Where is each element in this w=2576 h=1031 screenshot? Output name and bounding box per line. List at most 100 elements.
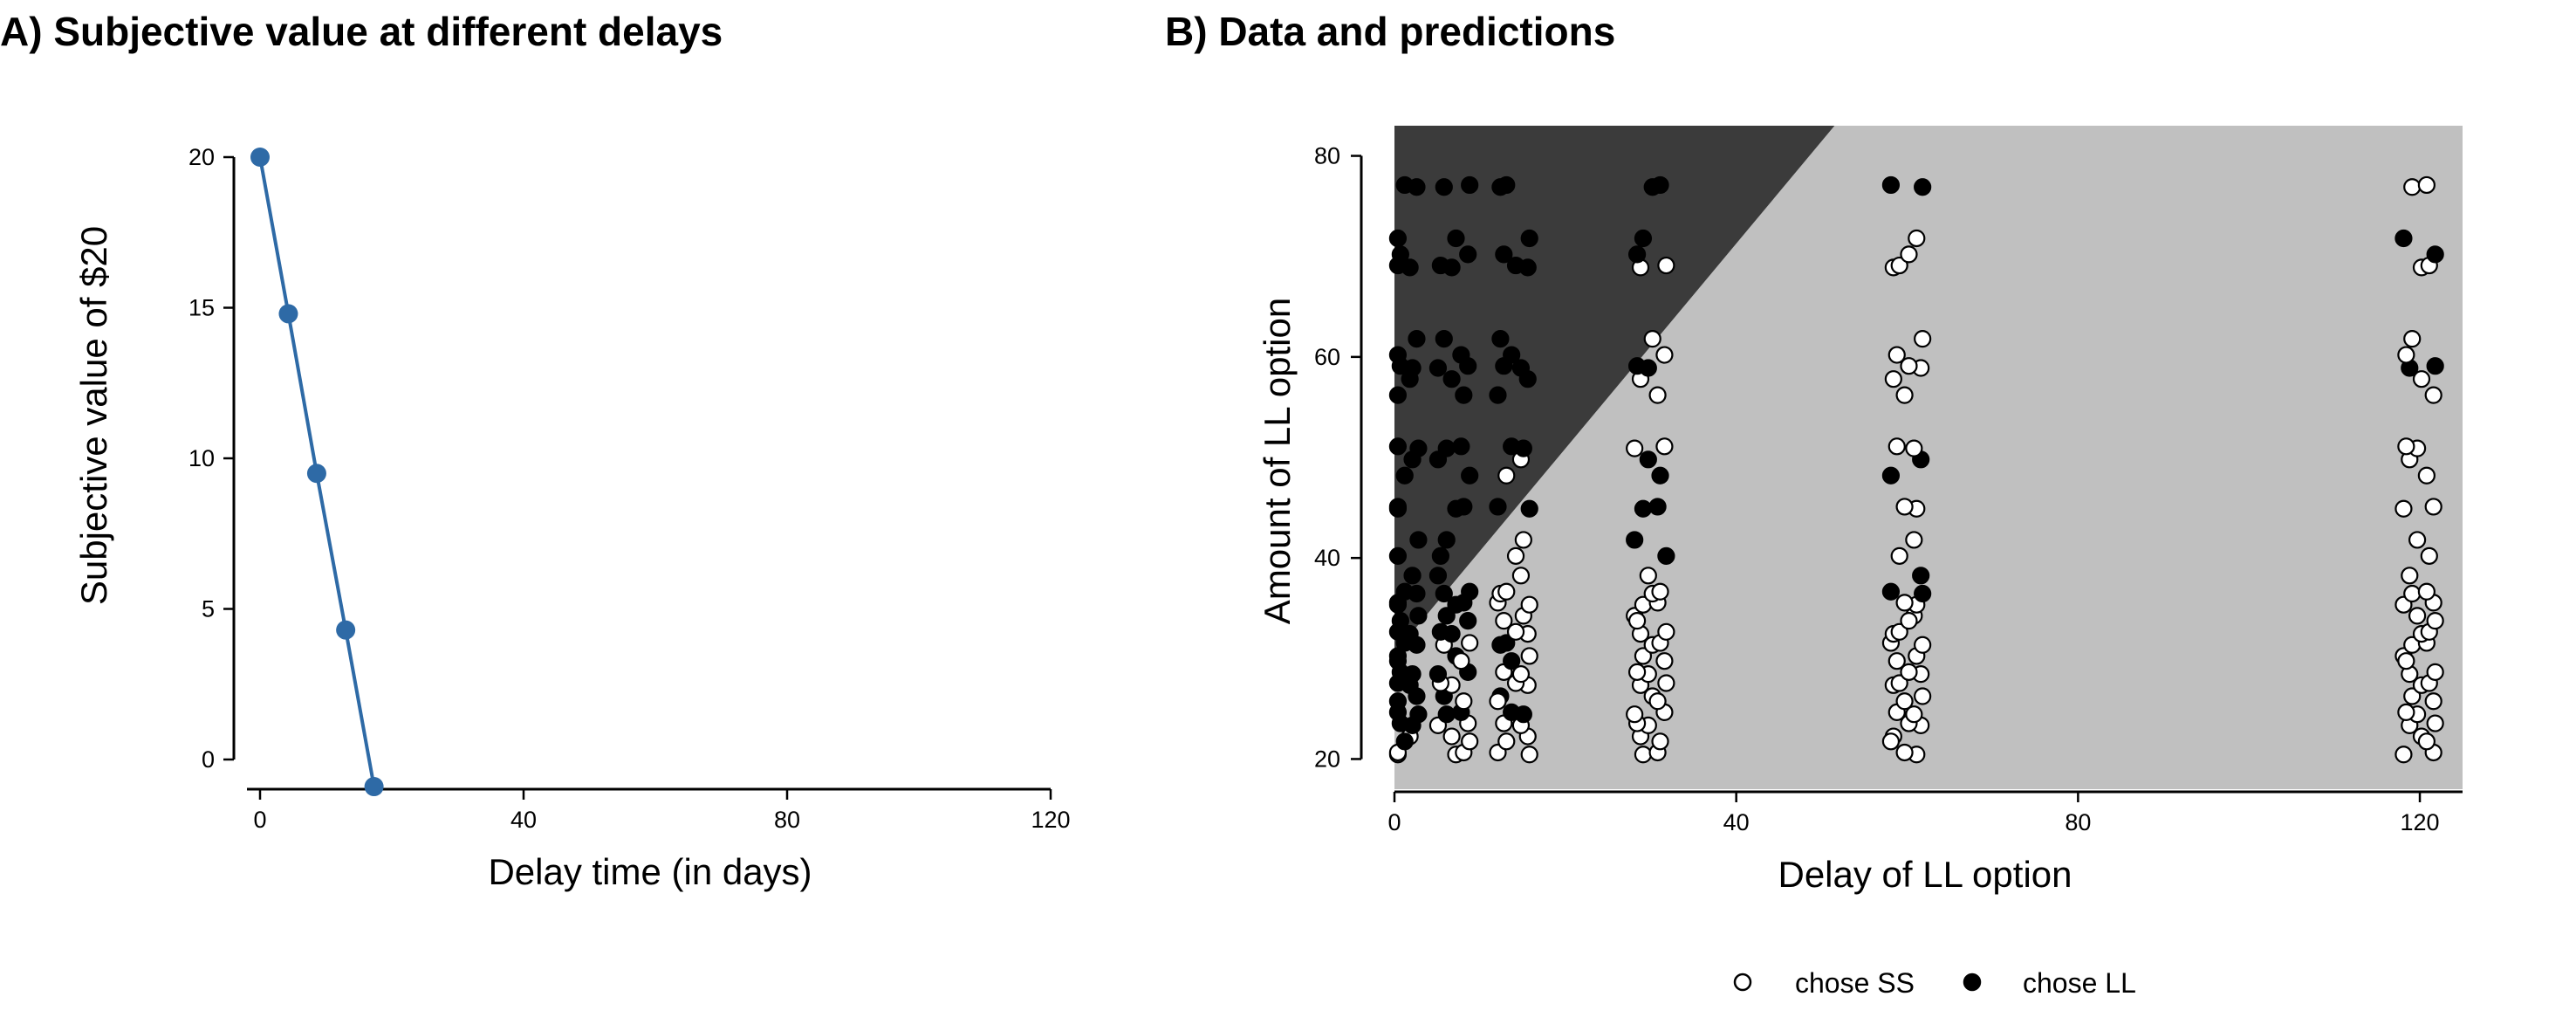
point-chose-ss (1914, 330, 1932, 348)
panel-a: A) Subjective value at different delays … (0, 9, 1071, 892)
point-chose-ll (1634, 229, 1653, 248)
point-chose-ll (1627, 357, 1647, 375)
point-chose-ll (1428, 359, 1448, 377)
point-chose-ss (1452, 652, 1470, 670)
point-chose-ss (1881, 732, 1901, 751)
point-chose-ll (1431, 622, 1449, 641)
point-chose-ss (1489, 692, 1507, 711)
y-tick-label: 80 (1314, 143, 1340, 169)
x-tick-label: 120 (1031, 807, 1070, 833)
point-chose-ll (1651, 175, 1669, 195)
point-chose-ss (2394, 499, 2413, 518)
point-chose-ll (1388, 652, 1408, 670)
point-chose-ll (1626, 531, 1644, 549)
point-chose-ll (1428, 567, 1448, 585)
point-chose-ll (2426, 357, 2444, 375)
y-tick-label: 5 (202, 596, 215, 622)
point-chose-ll (1409, 607, 1428, 625)
point-chose-ss (1895, 692, 1914, 711)
x-tick-label: 80 (774, 807, 800, 833)
x-tick-label: 0 (253, 807, 266, 833)
choice-points (1388, 175, 2444, 764)
point-chose-ss (2424, 498, 2442, 516)
point-chose-ss (2397, 703, 2415, 722)
point-chose-ss (1648, 692, 1667, 711)
point-chose-ll (1459, 245, 1477, 264)
point-chose-ll (1881, 175, 1901, 195)
point-chose-ll (1489, 386, 1507, 404)
point-chose-ss (1511, 665, 1531, 684)
point-chose-ll (1437, 705, 1456, 724)
point-chose-ss (1890, 256, 1908, 275)
point-chose-ss (1497, 732, 1516, 751)
point-chose-ss (1634, 647, 1653, 665)
point-chose-ss (1511, 567, 1531, 585)
point-chose-ss (2426, 612, 2444, 630)
panel-b-ylabel: Amount of LL option (1257, 298, 1298, 624)
point-chose-ll (1435, 178, 1453, 196)
y-tick-label: 0 (202, 746, 215, 773)
panel-a-title: A) Subjective value at different delays (0, 9, 723, 54)
point-chose-ss (2403, 584, 2422, 603)
point-chose-ll (1634, 499, 1653, 518)
point-chose-ll (1495, 245, 1513, 264)
point-chose-ss (1461, 732, 1479, 751)
point-chose-ss (2426, 663, 2444, 681)
point-chose-ss (1900, 357, 1918, 375)
point-chose-ss (2403, 330, 2422, 348)
data-point (364, 777, 384, 797)
point-chose-ss (1655, 437, 1674, 456)
x-tick-label: 40 (510, 807, 537, 833)
panel-a-ylabel: Subjective value of $20 (73, 226, 114, 605)
point-chose-ll (1497, 175, 1516, 195)
point-chose-ss (1651, 582, 1669, 601)
point-chose-ss (2394, 746, 2413, 764)
point-chose-ll (1391, 245, 1409, 264)
point-chose-ll (1388, 498, 1408, 516)
y-tick-label: 20 (1314, 746, 1340, 772)
point-chose-ll (1431, 546, 1449, 565)
point-chose-ss (1657, 622, 1675, 641)
point-chose-ss (1890, 546, 1908, 565)
point-chose-ll (1395, 175, 1414, 195)
point-chose-ss (1895, 594, 1914, 612)
point-chose-ll (1447, 229, 1465, 248)
point-chose-ss (2417, 175, 2436, 195)
point-chose-ll (1391, 612, 1409, 630)
point-chose-ss (2417, 466, 2436, 485)
panel-b-xlabel: Delay of LL option (1778, 854, 2072, 895)
point-chose-ss (1520, 647, 1538, 665)
point-chose-ll (1409, 531, 1428, 549)
point-chose-ss (1887, 652, 1906, 670)
point-chose-ll (1442, 370, 1461, 388)
panel-a-xlabel: Delay time (in days) (488, 851, 812, 892)
point-chose-ll (2394, 229, 2413, 248)
point-chose-ss (2420, 546, 2438, 565)
point-chose-ss (1626, 705, 1644, 724)
point-chose-ss (2412, 370, 2431, 388)
point-chose-ss (1497, 466, 1516, 485)
point-chose-ll (1651, 466, 1669, 485)
point-chose-ll (1437, 439, 1456, 457)
legend-marker-ll (1963, 973, 1982, 992)
point-chose-ll (1395, 582, 1414, 601)
legend: chose SS chose LL (1733, 967, 2136, 999)
point-chose-ll (1435, 330, 1453, 348)
x-tick-label: 80 (2065, 809, 2091, 835)
point-chose-ss (1655, 346, 1674, 364)
legend-label-ss: chose SS (1795, 967, 1915, 999)
point-chose-ll (1461, 582, 1479, 601)
x-tick-label: 120 (2401, 809, 2440, 835)
point-chose-ss (1884, 370, 1902, 388)
point-chose-ll (1428, 665, 1448, 684)
point-chose-ll (1639, 450, 1657, 469)
point-chose-ss (2397, 652, 2415, 670)
point-chose-ss (1657, 256, 1675, 275)
point-chose-ss (1905, 439, 1923, 457)
point-chose-ll (1461, 466, 1479, 485)
point-chose-ll (1503, 652, 1521, 670)
point-chose-ll (1388, 437, 1408, 456)
point-chose-ss (2424, 692, 2442, 711)
point-chose-ss (1890, 674, 1908, 692)
point-chose-ll (1452, 437, 1470, 456)
